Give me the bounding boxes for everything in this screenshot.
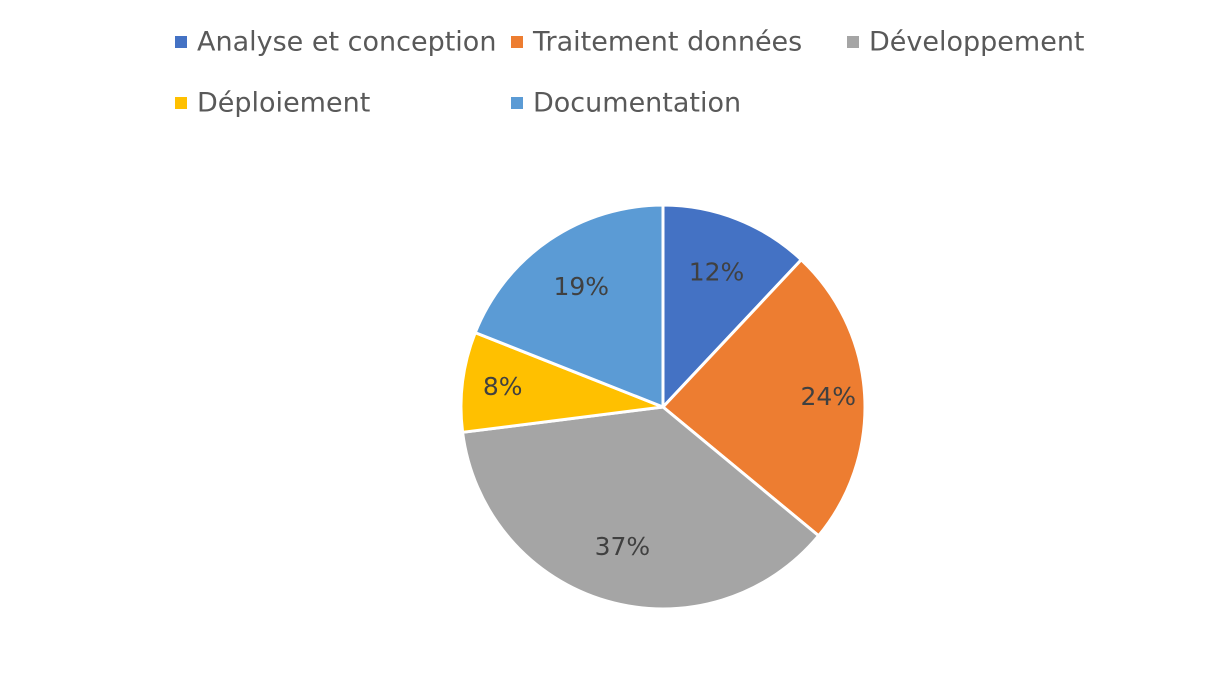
pie-slice-documentation [473, 203, 665, 409]
legend-item-developpement: Développement [847, 27, 1085, 58]
pie-slice-analyse-et-conception [661, 203, 803, 409]
data-label-analyse-et-conception: 12% [689, 257, 745, 286]
legend-swatch-traitement-donnees [511, 36, 523, 48]
legend-label-analyse-et-conception: Analyse et conception [197, 27, 496, 58]
chart-legend: Analyse et conception Traitement données D… [175, 27, 1085, 119]
legend-item-deploiement: Déploiement [175, 88, 370, 119]
legend-swatch-deploiement [175, 97, 187, 109]
legend-swatch-developpement [847, 36, 859, 48]
data-label-documentation: 19% [554, 272, 610, 301]
data-label-deploiement: 8% [483, 372, 523, 401]
legend-swatch-analyse-et-conception [175, 36, 187, 48]
legend-item-analyse-et-conception: Analyse et conception [175, 27, 496, 58]
pie-slices [459, 203, 867, 611]
data-label-traitement-donnees: 24% [801, 382, 857, 411]
legend-label-documentation: Documentation [533, 88, 741, 119]
legend-label-deploiement: Déploiement [197, 88, 370, 119]
legend-item-documentation: Documentation [511, 88, 741, 119]
pie-slice-developpement [461, 405, 821, 611]
legend-item-traitement-donnees: Traitement données [511, 27, 802, 58]
data-label-developpement: 37% [595, 532, 651, 561]
pie-data-labels: 12% 24% 37% 8% 19% [483, 257, 856, 561]
legend-label-traitement-donnees: Traitement données [532, 27, 802, 58]
pie-slice-deploiement [459, 331, 665, 434]
pie-slice-traitement-donnees [661, 258, 867, 538]
legend-swatch-documentation [511, 97, 523, 109]
legend-label-developpement: Développement [869, 27, 1085, 58]
